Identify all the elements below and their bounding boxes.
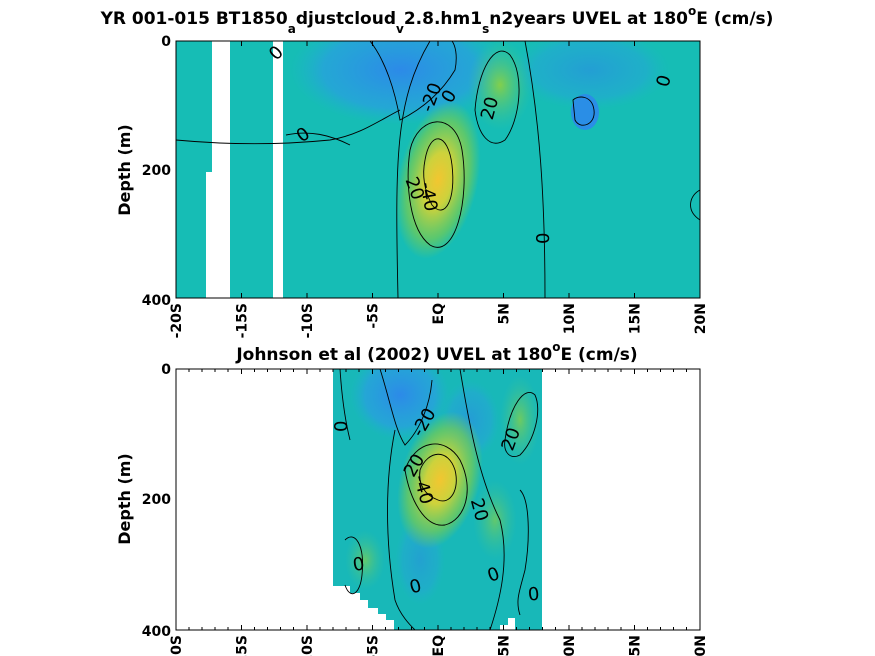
x-tick-label: -15S: [235, 303, 251, 338]
x-tick-label: 15N: [628, 635, 644, 656]
x-tick-label: 15N: [628, 303, 644, 334]
bottom-y-ticks: 0 200 400: [142, 362, 171, 640]
x-tick-label: -5S: [366, 303, 382, 329]
x-tick-label: -20S: [169, 303, 185, 338]
top-panel: YR 001-015 BT1850adjustcloudv2.8.hm1sn2y…: [100, 4, 774, 338]
bottom-panel: Johnson et al (2002) UVEL at 180oE (cm/s…: [115, 340, 709, 656]
contour-label: -40: [415, 180, 441, 213]
contour-label: 0: [527, 584, 540, 606]
top-x-ticks: -20S -15S -10S -5S EQ 5N 10N 15N 20N: [169, 303, 709, 338]
top-y-ticks: 0 200 400: [142, 34, 171, 309]
y-tick-label: 0: [161, 362, 171, 378]
contour-label: 0: [653, 73, 676, 89]
top-axes-frame: [175, 40, 701, 299]
contour-label: 0: [533, 233, 554, 244]
x-tick-label: 10N: [562, 635, 578, 656]
top-y-axis-label: Depth (m): [115, 124, 134, 216]
bottom-tick-marks: [175, 369, 701, 630]
top-contours: [176, 41, 700, 298]
top-chart-title: YR 001-015 BT1850adjustcloudv2.8.hm1sn2y…: [100, 4, 774, 36]
bottom-chart-title: Johnson et al (2002) UVEL at 180oE (cm/s…: [235, 340, 637, 365]
y-tick-label: 400: [142, 624, 171, 640]
bottom-contours: [339, 369, 539, 630]
x-tick-label: 20N: [693, 635, 709, 656]
x-tick-label: -10S: [300, 303, 316, 338]
y-tick-label: 0: [161, 34, 171, 50]
y-tick-label: 200: [142, 163, 171, 179]
contour-label: 0: [351, 553, 366, 576]
x-tick-label: 10N: [562, 303, 578, 334]
x-tick-label: -10S: [300, 635, 316, 656]
x-tick-label: -20S: [169, 635, 185, 656]
contour-label: 0: [331, 421, 352, 432]
top-tick-marks: [176, 41, 700, 298]
x-tick-label: EQ: [431, 635, 447, 656]
bottom-y-axis-label: Depth (m): [115, 453, 134, 545]
x-tick-label: 5N: [497, 635, 513, 656]
bottom-heatmap: [333, 369, 542, 630]
x-tick-label: -5S: [366, 635, 382, 656]
y-tick-label: 200: [142, 492, 171, 508]
x-tick-label: EQ: [431, 303, 447, 325]
x-tick-label: -15S: [235, 635, 251, 656]
x-tick-label: 5N: [497, 303, 513, 324]
contour-label: 0: [407, 575, 423, 598]
bottom-x-ticks: -20S -15S -10S -5S EQ 5N 10N 15N 20N: [169, 635, 709, 656]
top-heatmap: [176, 41, 700, 298]
x-tick-label: 20N: [693, 303, 709, 334]
y-tick-label: 400: [142, 293, 171, 309]
